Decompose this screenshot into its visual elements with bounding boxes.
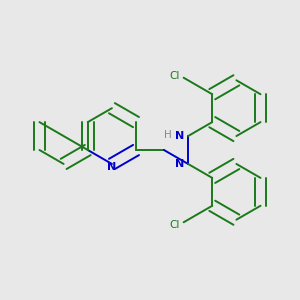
Text: N: N	[107, 162, 116, 172]
Text: N: N	[175, 159, 184, 169]
Text: Cl: Cl	[169, 220, 179, 230]
Text: N: N	[175, 131, 184, 141]
Text: H: H	[164, 130, 172, 140]
Text: Cl: Cl	[169, 71, 179, 81]
